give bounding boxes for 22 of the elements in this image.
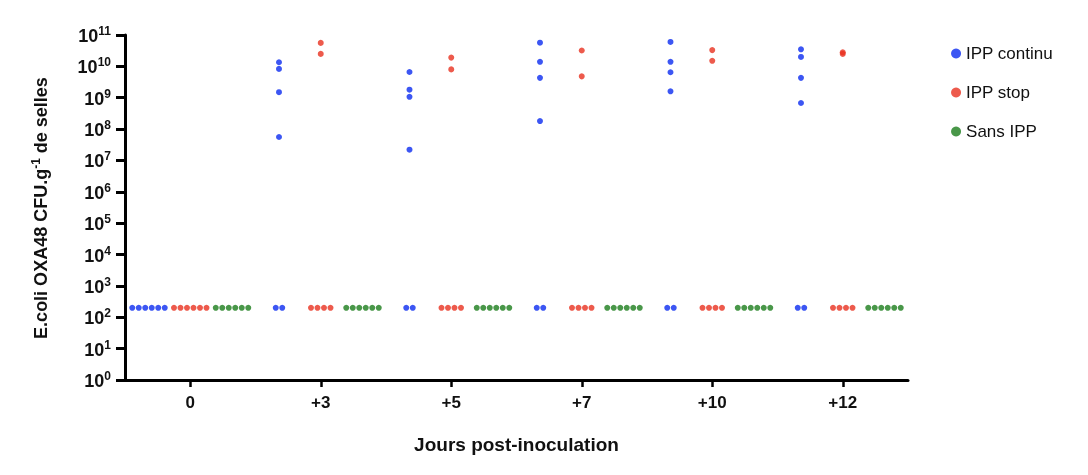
y-tick-label: 10$^{0}$ bbox=[84, 368, 111, 392]
x-tick-label: +7 bbox=[572, 393, 592, 412]
y-tick-label: 10$^{3}$ bbox=[84, 274, 111, 298]
y-tick-label: 10$^{6}$ bbox=[84, 180, 111, 204]
x-tick-label: +12 bbox=[828, 393, 858, 412]
legend-label: IPP continu bbox=[966, 44, 1053, 63]
y-tick-label: 10$^{8}$ bbox=[84, 117, 111, 141]
y-tick-label: 10$^{4}$ bbox=[84, 243, 111, 267]
x-tick-label: +10 bbox=[697, 393, 727, 412]
y-tick-label: 10$^{9}$ bbox=[84, 86, 111, 110]
x-tick-label: 0 bbox=[185, 393, 195, 412]
x-tick-label: +5 bbox=[441, 393, 461, 412]
legend-label: Sans IPP bbox=[966, 122, 1037, 141]
y-tick-label: 10$^{2}$ bbox=[84, 305, 111, 329]
y-tick-label: 10$^{7}$ bbox=[84, 148, 111, 172]
y-tick-label: 10$^{1}$ bbox=[84, 337, 111, 361]
y-tick-label: 10$^{10}$ bbox=[77, 54, 111, 78]
y-tick-label: 10$^{5}$ bbox=[84, 211, 111, 235]
y-tick-label: 10$^{11}$ bbox=[78, 23, 111, 47]
legend-label: IPP stop bbox=[966, 83, 1031, 102]
x-axis-title: Jours post-inoculation bbox=[414, 434, 619, 455]
x-tick-label: +3 bbox=[311, 393, 331, 412]
